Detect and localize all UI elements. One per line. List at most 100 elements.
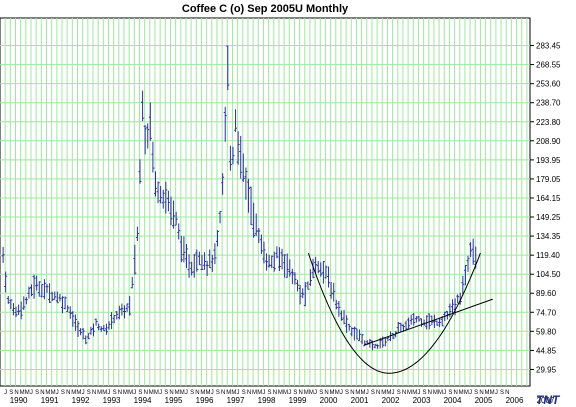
ohlc-bar [50, 291, 54, 302]
ohlc-bar [327, 266, 331, 288]
ohlc-bar [306, 281, 310, 290]
ohlc-bar [252, 202, 256, 238]
ohlc-bar [265, 253, 269, 271]
ohlc-bar [117, 305, 121, 320]
ohlc-bar [308, 269, 312, 286]
ohlc-bar [112, 315, 116, 324]
ohlc-bar [466, 255, 470, 272]
ohlc-bar [249, 186, 253, 226]
x-month-label: N [402, 390, 406, 396]
x-month-label: S [268, 390, 272, 396]
ohlc-bar [293, 272, 297, 285]
ohlc-bar [391, 333, 395, 339]
x-month-label: M [51, 390, 56, 396]
x-month-label: J [4, 390, 7, 396]
ohlc-bar [311, 258, 315, 279]
ohlc-bar [352, 326, 356, 341]
ohlc-bar [125, 303, 129, 312]
ohlc-bar [58, 293, 62, 302]
ohlc-bar [463, 264, 467, 286]
x-month-label: M [361, 390, 366, 396]
ohlc-bar [246, 178, 250, 213]
ohlc-bar [81, 328, 85, 340]
x-month-label: M [20, 390, 25, 396]
ohlc-bar [221, 173, 225, 195]
ohlc-bar [32, 274, 36, 299]
ohlc-bar [347, 323, 351, 331]
y-tick-label: 179.05 [536, 175, 561, 184]
ohlc-bar [226, 45, 230, 91]
ohlc-bar [172, 200, 176, 229]
ohlc-bar [45, 284, 49, 293]
ohlc-bar [290, 268, 294, 285]
ohlc-bar [166, 190, 170, 212]
x-month-label: M [283, 390, 288, 396]
y-tick-label: 238.70 [536, 99, 561, 108]
x-month-label: S [164, 390, 168, 396]
ohlc-bar [71, 311, 75, 327]
ohlc-bar [115, 311, 119, 320]
x-month-label: M [407, 390, 412, 396]
ohlc-bar [184, 243, 188, 268]
x-month-label: J [159, 390, 162, 396]
ohlc-bar [461, 275, 465, 296]
ohlc-bar [9, 299, 13, 310]
ohlc-bar [451, 299, 455, 314]
ohlc-bar [68, 306, 72, 319]
x-month-label: J [443, 390, 446, 396]
ohlc-bar [146, 123, 150, 149]
x-month-label: J [262, 390, 265, 396]
x-month-label: M [304, 390, 309, 396]
chart-title: Coffee C (o) Sep 2005U Monthly [181, 3, 349, 15]
ohlc-bar [358, 329, 362, 342]
ohlc-bar [130, 276, 134, 289]
x-year-label: 2007 [537, 396, 555, 405]
ohlc-bar [97, 323, 101, 331]
ohlc-bar [412, 313, 416, 326]
x-month-label: M [175, 390, 180, 396]
ohlc-bar [179, 235, 183, 263]
ohlc-bar [275, 246, 279, 259]
x-month-label: N [169, 390, 173, 396]
x-month-label: M [97, 390, 102, 396]
x-month-label: J [314, 390, 317, 396]
x-month-label: J [107, 390, 110, 396]
ohlc-bar [337, 301, 341, 317]
x-month-label: S [397, 390, 401, 396]
ohlc-bar [22, 296, 26, 311]
ohlc-bar [270, 255, 274, 269]
x-year-label: 2002 [382, 396, 400, 405]
ohlc-bar [37, 281, 41, 297]
ohlc-bar [156, 181, 160, 204]
plot-area [0, 17, 531, 387]
grid [0, 18, 530, 386]
x-month-label: M [355, 390, 360, 396]
ohlc-bar [404, 320, 408, 330]
ohlc-bar [91, 323, 95, 337]
x-month-label: J [82, 390, 85, 396]
ohlc-bar [164, 181, 168, 214]
x-month-label: N [247, 390, 251, 396]
ohlc-bar [24, 297, 28, 305]
y-tick-label: 59.80 [536, 327, 557, 336]
ohlc-bar [84, 335, 88, 345]
ohlc-bar [215, 230, 219, 247]
tnt-watermark-logo: TNT [536, 393, 561, 407]
ohlc-bar [241, 153, 245, 182]
x-month-label: S [9, 390, 13, 396]
parabolic-trendline [307, 252, 481, 374]
x-month-label: N [221, 390, 225, 396]
ohlc-bar [208, 249, 212, 269]
x-month-label: S [371, 390, 375, 396]
x-year-label: 2001 [351, 396, 369, 405]
ohlc-bar [296, 279, 300, 292]
ohlc-bar [197, 251, 201, 266]
ohlc-bar [128, 296, 132, 316]
x-month-label: S [474, 390, 478, 396]
x-month-label: M [76, 390, 81, 396]
x-month-label: J [237, 390, 240, 396]
ohlc-bar [135, 226, 139, 241]
x-month-label: N [195, 390, 199, 396]
ohlc-bar [14, 306, 18, 318]
y-tick-label: 44.85 [536, 346, 557, 355]
